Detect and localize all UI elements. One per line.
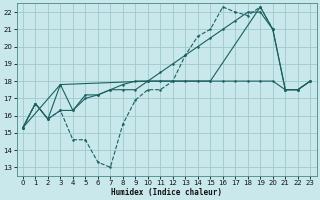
X-axis label: Humidex (Indice chaleur): Humidex (Indice chaleur): [111, 188, 222, 197]
